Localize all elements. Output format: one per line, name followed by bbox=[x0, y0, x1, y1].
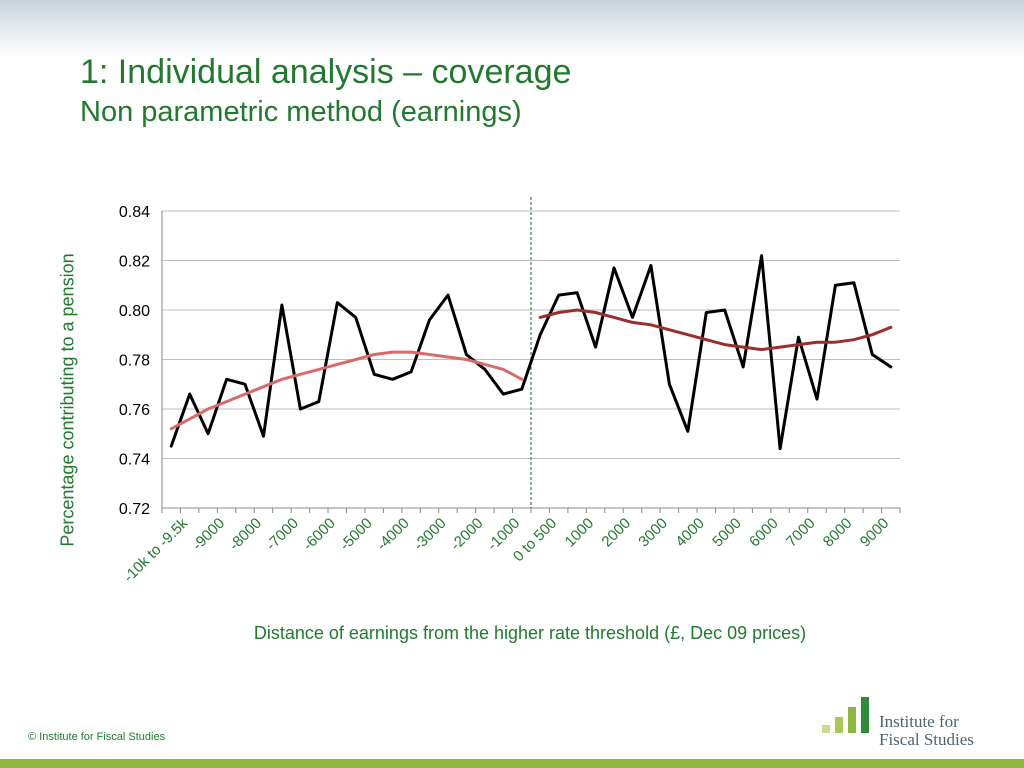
x-tick-label: -9000 bbox=[189, 515, 228, 554]
logo-line-2: Fiscal Studies bbox=[879, 730, 974, 749]
slide-subtitle: Non parametric method (earnings) bbox=[80, 96, 522, 128]
y-tick-label: 0.84 bbox=[119, 204, 150, 221]
y-tick-label: 0.82 bbox=[119, 254, 150, 271]
x-tick-label: -10k to -9.5k bbox=[120, 514, 191, 585]
y-tick-label: 0.78 bbox=[119, 353, 150, 370]
x-tick-label: -8000 bbox=[226, 515, 265, 554]
ifs-logo: Institute for Fiscal Studies bbox=[822, 697, 1002, 753]
y-tick-label: 0.72 bbox=[119, 501, 150, 518]
x-tick-label: -6000 bbox=[300, 515, 339, 554]
x-tick-label: -2000 bbox=[447, 515, 486, 554]
x-tick-label: 5000 bbox=[709, 515, 745, 551]
logo-line-1: Institute for bbox=[879, 712, 959, 731]
y-tick-label: 0.80 bbox=[119, 303, 150, 320]
x-tick-label: -5000 bbox=[337, 515, 376, 554]
x-tick-label: -4000 bbox=[374, 515, 413, 554]
series-line-actual bbox=[169, 254, 893, 451]
y-tick-label: 0.74 bbox=[119, 452, 150, 469]
x-tick-label: 9000 bbox=[857, 515, 893, 551]
x-tick-label: 3000 bbox=[635, 515, 671, 551]
chart-series bbox=[169, 197, 893, 508]
x-tick-label: 6000 bbox=[746, 515, 782, 551]
x-tick-label: 8000 bbox=[820, 515, 856, 551]
x-tick-label: 7000 bbox=[783, 515, 819, 551]
slide-title: 1: Individual analysis – coverage bbox=[80, 53, 572, 91]
x-tick-label: -7000 bbox=[263, 515, 302, 554]
x-tick-label: 4000 bbox=[672, 515, 708, 551]
header-band bbox=[0, 0, 1024, 60]
series-line-fitted-below bbox=[169, 350, 524, 431]
logo-bars-icon bbox=[822, 697, 874, 733]
x-tick-label: 1000 bbox=[562, 515, 598, 551]
y-axis-label: Percentage contributing to a pension bbox=[57, 253, 78, 547]
series-line-fitted-above bbox=[538, 308, 893, 352]
x-tick-label: -3000 bbox=[410, 515, 449, 554]
copyright-footer: © Institute for Fiscal Studies bbox=[28, 731, 166, 743]
footer-band bbox=[0, 759, 1024, 768]
y-tick-label: 0.76 bbox=[119, 402, 150, 419]
x-tick-label: 2000 bbox=[598, 515, 634, 551]
logo-text: Institute for Fiscal Studies bbox=[879, 713, 974, 749]
x-axis-label: Distance of earnings from the higher rat… bbox=[253, 623, 807, 643]
